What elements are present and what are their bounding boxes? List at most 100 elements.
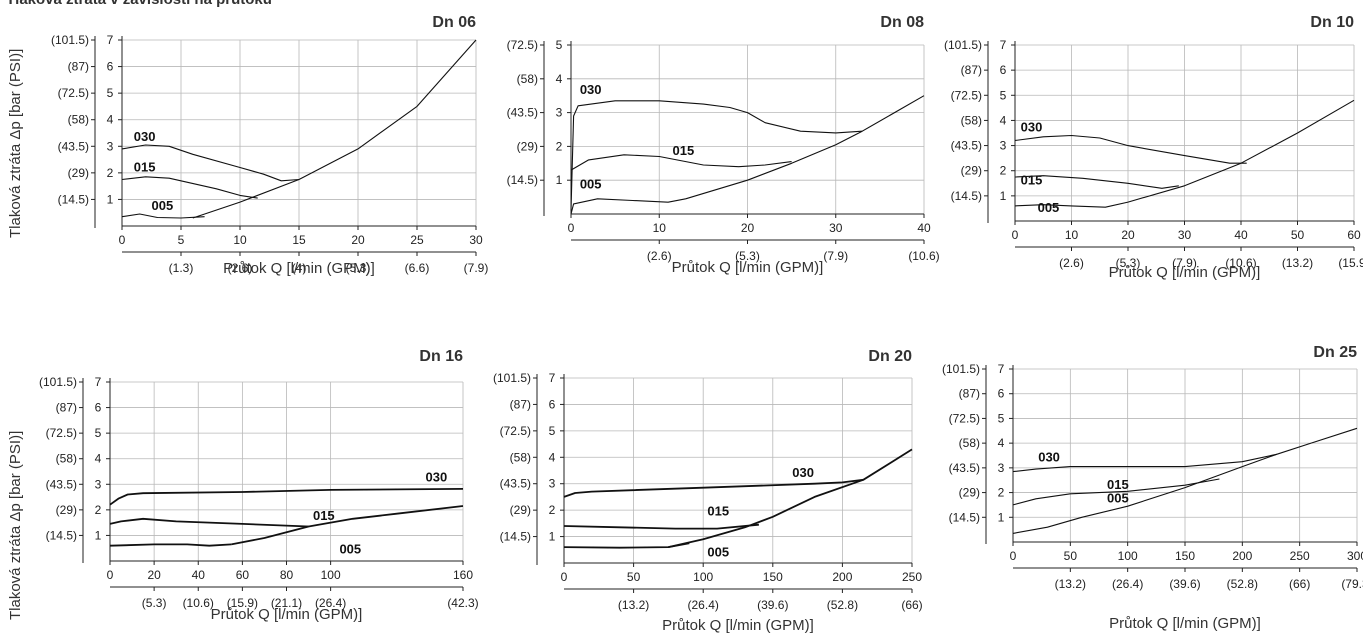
x-tick-label: 50 bbox=[1064, 549, 1078, 563]
series-label: 030 bbox=[134, 129, 156, 144]
x-tick-label-secondary: (66) bbox=[901, 598, 922, 612]
x-tick-label-secondary: (10.6) bbox=[183, 596, 214, 610]
series-line bbox=[570, 154, 792, 171]
series-line bbox=[231, 505, 464, 546]
series-label: 015 bbox=[672, 143, 694, 158]
y-tick-label: 4 bbox=[95, 452, 102, 466]
x-tick-label: 10 bbox=[1065, 228, 1079, 242]
y-axis-label-top: Tlaková ztráta Δp [bar (PSI)] bbox=[7, 48, 24, 238]
series-label: 030 bbox=[792, 465, 814, 480]
x-tick-label-secondary: (2.6) bbox=[228, 261, 253, 275]
x-tick-label-secondary: (1.3) bbox=[169, 261, 194, 275]
series-line bbox=[563, 478, 864, 498]
x-tick-label-secondary: (4) bbox=[292, 261, 307, 275]
y-tick-label: 5 bbox=[107, 86, 114, 100]
y-tick-label: 1 bbox=[549, 530, 556, 544]
x-axis-label: Průtok Q [l/min (GPM)] bbox=[1109, 615, 1261, 632]
y-tick-label-secondary: (14.5) bbox=[46, 528, 77, 542]
y-tick-label: 7 bbox=[998, 362, 1005, 376]
y-tick-label-secondary: (87) bbox=[961, 63, 982, 77]
page-title: Tlaková ztráta v závislosti na průtoku bbox=[6, 0, 272, 8]
x-tick-label-secondary: (15.9) bbox=[1338, 256, 1363, 270]
x-tick-label-secondary: (13.2) bbox=[1282, 256, 1313, 270]
x-tick-label-secondary: (26.4) bbox=[315, 596, 346, 610]
x-tick-label: 10 bbox=[233, 233, 247, 247]
x-tick-label-secondary: (26.4) bbox=[688, 598, 719, 612]
x-tick-label: 0 bbox=[119, 233, 126, 247]
x-tick-label-secondary: (10.6) bbox=[908, 249, 939, 263]
chart-title: Dn 06 bbox=[432, 14, 476, 31]
y-tick-label-secondary: (29) bbox=[56, 503, 77, 517]
series-line bbox=[192, 39, 477, 219]
x-tick-label: 0 bbox=[107, 568, 114, 582]
series-label: 030 bbox=[1021, 120, 1043, 135]
x-tick-label: 150 bbox=[1175, 549, 1195, 563]
y-tick-label-secondary: (58) bbox=[510, 450, 531, 464]
y-tick-label-secondary: (14.5) bbox=[949, 510, 980, 524]
x-tick-label: 30 bbox=[1178, 228, 1192, 242]
series-line bbox=[747, 95, 925, 181]
y-tick-label-secondary: (58) bbox=[56, 452, 77, 466]
y-tick-label: 1 bbox=[556, 173, 563, 187]
y-tick-label-secondary: (43.5) bbox=[951, 139, 982, 153]
y-tick-label-secondary: (43.5) bbox=[500, 477, 531, 491]
x-tick-label-secondary: (52.8) bbox=[1227, 577, 1258, 591]
x-tick-label: 30 bbox=[829, 221, 843, 235]
y-tick-label: 3 bbox=[95, 477, 102, 491]
chart-title: Dn 10 bbox=[1310, 14, 1354, 31]
y-tick-label: 1 bbox=[95, 528, 102, 542]
y-tick-label-secondary: (87) bbox=[959, 387, 980, 401]
y-tick-label: 7 bbox=[1000, 38, 1007, 52]
x-tick-label: 0 bbox=[568, 221, 575, 235]
y-tick-label: 4 bbox=[549, 450, 556, 464]
x-tick-label: 60 bbox=[1347, 228, 1361, 242]
y-tick-label-secondary: (29) bbox=[961, 164, 982, 178]
y-tick-label-secondary: (29) bbox=[517, 139, 538, 153]
x-tick-label: 100 bbox=[321, 568, 341, 582]
y-tick-label: 1 bbox=[107, 192, 114, 206]
series-line bbox=[1014, 201, 1129, 208]
series-line bbox=[121, 144, 300, 182]
y-tick-label: 5 bbox=[1000, 88, 1007, 102]
series-line bbox=[570, 100, 863, 211]
x-tick-label-secondary: (5.3) bbox=[142, 596, 167, 610]
x-tick-label: 100 bbox=[1118, 549, 1138, 563]
y-tick-label: 7 bbox=[549, 371, 556, 385]
y-tick-label-secondary: (58) bbox=[959, 436, 980, 450]
x-tick-label: 0 bbox=[561, 570, 568, 584]
x-tick-label-secondary: (7.9) bbox=[464, 261, 489, 275]
x-tick-label: 20 bbox=[1121, 228, 1135, 242]
y-tick-label-secondary: (72.5) bbox=[507, 38, 538, 52]
x-tick-label: 40 bbox=[917, 221, 931, 235]
y-tick-label-secondary: (72.5) bbox=[951, 88, 982, 102]
x-tick-label: 50 bbox=[627, 570, 641, 584]
y-tick-label-secondary: (29) bbox=[68, 166, 89, 180]
chart-title: Dn 25 bbox=[1313, 344, 1357, 361]
series-label: 015 bbox=[313, 508, 335, 523]
x-tick-label: 50 bbox=[1291, 228, 1305, 242]
series-line bbox=[563, 523, 759, 530]
x-tick-label-secondary: (5.3) bbox=[346, 261, 371, 275]
y-tick-label-secondary: (14.5) bbox=[951, 189, 982, 203]
y-tick-label: 3 bbox=[1000, 139, 1007, 153]
x-tick-label: 30 bbox=[469, 233, 483, 247]
y-tick-label-secondary: (58) bbox=[517, 72, 538, 86]
y-tick-label: 7 bbox=[95, 375, 102, 389]
series-label: 005 bbox=[580, 177, 602, 192]
series-label: 015 bbox=[1021, 173, 1043, 188]
x-tick-label: 20 bbox=[741, 221, 755, 235]
y-tick-label: 1 bbox=[1000, 189, 1007, 203]
y-tick-label: 3 bbox=[107, 139, 114, 153]
x-tick-label-secondary: (7.9) bbox=[1172, 256, 1197, 270]
y-tick-label-secondary: (43.5) bbox=[949, 461, 980, 475]
y-tick-label-secondary: (87) bbox=[68, 60, 89, 74]
series-line bbox=[668, 448, 913, 548]
x-tick-label: 80 bbox=[280, 568, 294, 582]
y-tick-label-secondary: (58) bbox=[961, 113, 982, 127]
series-line bbox=[1012, 427, 1358, 534]
x-tick-label-secondary: (15.9) bbox=[227, 596, 258, 610]
series-line bbox=[109, 488, 464, 506]
y-tick-label-secondary: (87) bbox=[56, 401, 77, 415]
